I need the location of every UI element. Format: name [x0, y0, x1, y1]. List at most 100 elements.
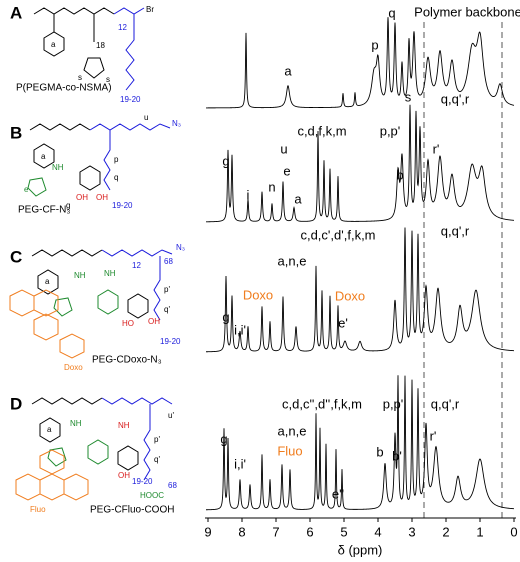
structure-label: 19-20	[132, 477, 153, 486]
peak-label: e''	[332, 486, 344, 501]
structure-label: 19-20	[112, 201, 133, 210]
ring	[33, 143, 55, 169]
structure-c: a NH NH N₃ 68 12 Doxo OH HO 19-20 p' q'	[9, 243, 185, 372]
peak-label: q,q',r	[441, 223, 470, 238]
peak-label: c,d,f,k,m	[297, 123, 346, 138]
peak-label: a,n,e	[278, 253, 307, 268]
structure-label: NH	[52, 163, 64, 172]
structure-label: 12	[132, 261, 141, 270]
ring	[47, 447, 67, 467]
structure-label: e	[24, 185, 29, 194]
peak-label: r'	[430, 428, 437, 443]
ring	[97, 289, 119, 315]
peak-label: e	[283, 163, 290, 178]
ring	[33, 289, 59, 317]
x-tick-label: 7	[272, 524, 279, 539]
ring	[59, 333, 85, 359]
ring	[9, 289, 35, 317]
spectrum	[206, 17, 515, 109]
peak-label: b	[376, 444, 383, 459]
ring	[63, 473, 89, 501]
structure-label: u'	[168, 411, 174, 420]
peak-label: q	[388, 5, 395, 20]
structure-label: a	[41, 152, 46, 161]
structure-label: p'	[164, 285, 170, 294]
ring	[127, 293, 149, 319]
structure-label: Fluo	[30, 505, 46, 514]
structure-label: 12	[118, 23, 127, 32]
x-tick-label: 9	[204, 524, 211, 539]
peak-label: q,q',r	[441, 91, 470, 106]
peak-label: b	[396, 167, 403, 182]
compound-name: PEG-CF-N₃	[18, 205, 70, 216]
peak-label: i,i'	[234, 322, 246, 337]
peak-label: Doxo	[335, 288, 365, 303]
structure-label: NH	[74, 271, 86, 280]
panel-letter: D	[10, 394, 22, 413]
x-tick-label: 6	[306, 524, 313, 539]
structure-label: HO	[122, 319, 134, 328]
peak-label: u	[280, 141, 287, 156]
bond	[125, 14, 135, 91]
peak-label: p,p'	[380, 123, 401, 138]
bond	[113, 7, 145, 15]
peak-label: Fluo	[277, 443, 302, 458]
structure-label: q'	[164, 305, 170, 314]
ring	[39, 449, 65, 475]
peak-label: g	[222, 153, 229, 168]
peak-label: a	[294, 191, 302, 206]
bond	[101, 397, 173, 405]
ring	[53, 297, 73, 317]
structure-label: 68	[168, 481, 177, 490]
structure-label: N₃	[172, 119, 181, 128]
structure-label: u	[144, 113, 148, 122]
spectrum	[205, 375, 515, 511]
bond	[153, 256, 161, 321]
x-tick-label: 8	[238, 524, 245, 539]
structure-label: HOOC	[140, 491, 164, 500]
structure-label: OH	[76, 193, 88, 202]
structure-label: 68	[164, 257, 173, 266]
structure-label: 18	[96, 41, 105, 50]
bond	[103, 130, 111, 191]
x-tick-label: 0	[510, 524, 517, 539]
structure-label: OH	[148, 317, 160, 326]
structure-label: NH	[104, 269, 116, 278]
x-tick-label: 2	[442, 524, 449, 539]
ring	[83, 57, 105, 79]
peak-label: e'	[338, 315, 348, 330]
structure-label: p'	[154, 435, 160, 444]
ring	[27, 177, 47, 197]
peak-label: p	[371, 37, 378, 52]
compound-name: P(PEGMA-co-NSMA)	[16, 83, 112, 94]
panel-letter: B	[10, 123, 22, 142]
bond	[101, 249, 173, 257]
bond	[33, 7, 115, 15]
ring	[39, 417, 61, 443]
spectrum	[206, 104, 515, 223]
ring	[37, 269, 59, 295]
x-axis-title: δ (ppm)	[338, 542, 383, 557]
structure-label: NH	[118, 421, 130, 430]
peak-label: g	[220, 431, 227, 446]
x-tick-label: 5	[340, 524, 347, 539]
structure-label: NH	[70, 419, 82, 428]
structure-a: 18 12 Br a s s 19-20	[33, 5, 154, 104]
peak-label: a	[284, 63, 292, 78]
structure-label: p	[114, 155, 119, 164]
ring	[39, 473, 65, 501]
bond	[29, 123, 91, 131]
x-tick-label: 1	[476, 524, 483, 539]
ring	[15, 473, 41, 501]
structure-label: a	[45, 277, 50, 286]
bond	[143, 404, 151, 481]
ring	[33, 313, 59, 341]
ring	[117, 445, 139, 471]
peak-label: b'	[392, 448, 402, 463]
peak-label: g	[222, 309, 229, 324]
peak-label: n	[268, 179, 275, 194]
annotation: Polymer backbone	[414, 4, 520, 19]
structure-label: g	[66, 201, 70, 210]
